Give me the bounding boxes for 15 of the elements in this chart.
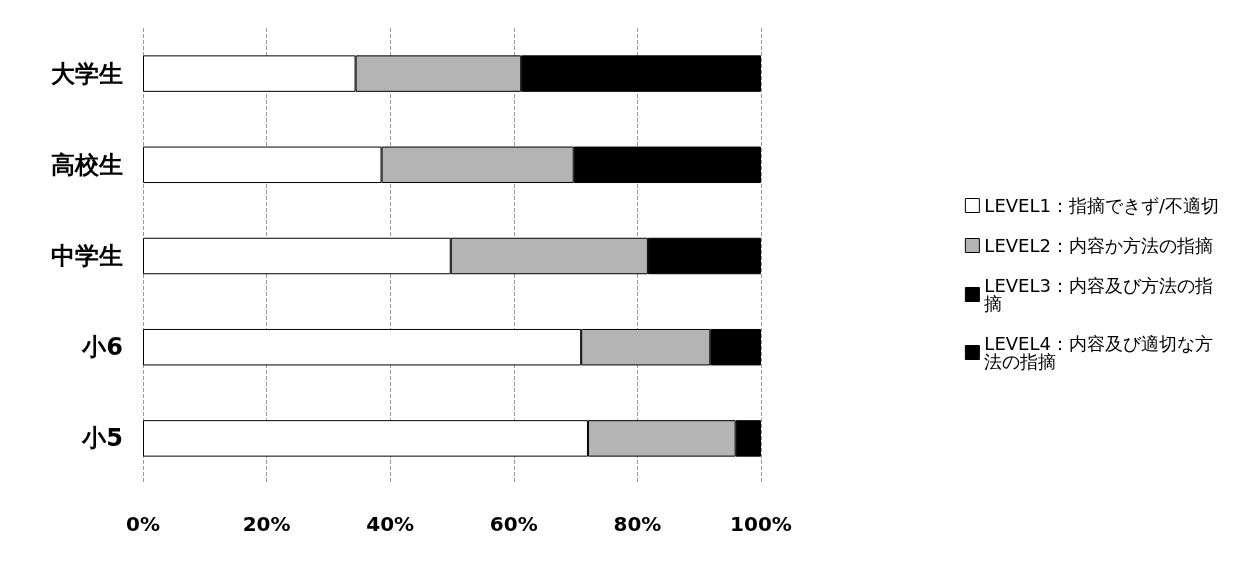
x-tick-label: 40% (366, 512, 415, 536)
x-tick-label: 20% (242, 512, 291, 536)
legend-label: LEVEL1：指摘できず/不適切 (984, 195, 1220, 216)
y-tick-label: 中学生 (51, 242, 123, 270)
x-tick-label: 0% (126, 512, 160, 536)
x-tick-label: 60% (489, 512, 538, 536)
legend-label: LEVEL3：内容及び方法の指摘 (984, 275, 1213, 314)
legend-label: LEVEL2：内容か方法の指摘 (984, 235, 1213, 256)
y-tick-label: 小6 (81, 333, 123, 362)
legend-label: LEVEL4：内容及び適切な方法の指摘 (984, 333, 1213, 372)
x-tick-label: 80% (613, 512, 662, 536)
y-tick-label: 小5 (81, 424, 123, 453)
y-tick-label: 大学生 (51, 59, 123, 88)
y-tick-label: 高校生 (51, 150, 123, 179)
x-tick-label: 100% (730, 512, 792, 536)
